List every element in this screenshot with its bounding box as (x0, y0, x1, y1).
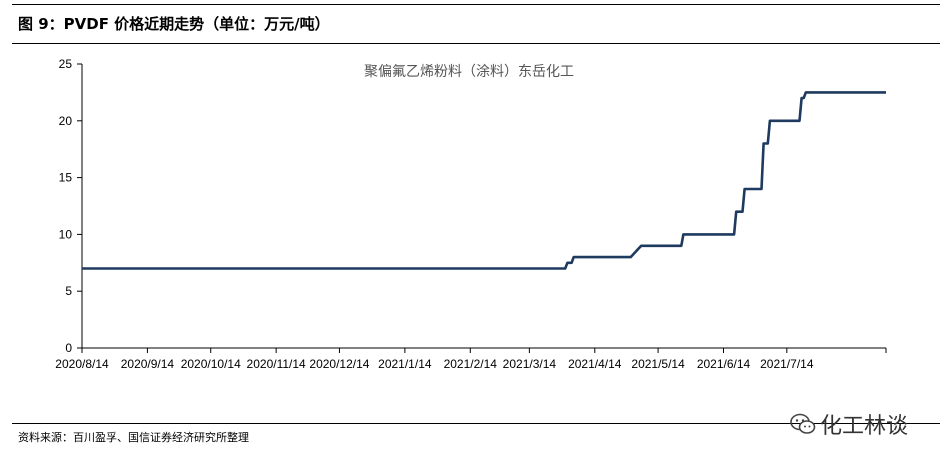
figure-header: 图 9：PVDF 价格近期走势（单位：万元/吨） (0, 0, 952, 44)
y-tick-label: 5 (65, 284, 72, 298)
y-tick-label: 10 (59, 227, 73, 241)
x-tick-label: 2021/1/14 (378, 357, 432, 371)
x-tick-label: 2020/11/14 (247, 357, 306, 371)
legend-label: 聚偏氟乙烯粉料（涂料）东岳化工 (364, 64, 574, 80)
x-tick-label: 2021/5/14 (631, 357, 685, 371)
x-tick-label: 2020/10/14 (181, 357, 241, 371)
legend: 聚偏氟乙烯粉料（涂料）东岳化工 (364, 64, 574, 80)
y-tick-label: 15 (59, 171, 73, 185)
x-tick-label: 2021/2/14 (444, 357, 498, 371)
watermark: 化工林谈 (790, 408, 908, 440)
y-tick-label: 20 (59, 114, 73, 128)
x-tick-label: 2020/12/14 (309, 357, 369, 371)
watermark-text: 化工林谈 (820, 414, 909, 439)
x-tick-label: 2020/8/14 (55, 357, 109, 371)
y-tick-label: 25 (59, 57, 73, 71)
y-tick-label: 0 (65, 341, 72, 355)
x-tick-label: 2021/6/14 (697, 357, 751, 371)
series-lines (81, 91, 887, 270)
axes: 0 5 10 15 20 25 2020/8/14 2020/9/14 2020/10/14 20… (55, 57, 887, 371)
series-line (82, 91, 886, 270)
price-chart: 0 5 10 15 20 25 2020/8/14 2020/9/14 2020/10/14 20… (55, 57, 887, 371)
header-bottom-rule (12, 43, 940, 44)
x-tick-label: 2021/7/14 (760, 357, 814, 371)
source-note: 资料来源：百川盈孚、国信证券经济研究所整理 (18, 431, 249, 444)
footer-rule (12, 423, 940, 424)
x-tick-label: 2020/9/14 (121, 357, 175, 371)
header-top-rule (12, 4, 940, 5)
figure-title: 图 9：PVDF 价格近期走势（单位：万元/吨） (18, 15, 330, 33)
wechat-icon (790, 413, 816, 434)
x-tick-label: 2021/3/14 (503, 357, 557, 371)
x-tick-label: 2021/4/14 (568, 357, 622, 371)
